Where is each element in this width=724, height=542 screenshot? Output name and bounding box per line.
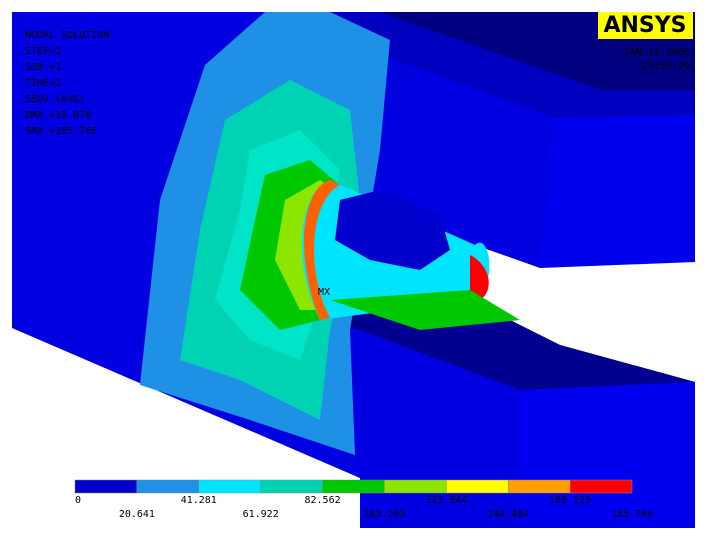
- lower-block-side: [520, 382, 695, 528]
- info-line: TIME=1: [25, 78, 61, 89]
- logo-box: [598, 12, 693, 39]
- legend-label: 103.203: [363, 509, 405, 520]
- hole-hot-left: [303, 180, 340, 320]
- legend-label: 61.922: [243, 509, 279, 520]
- legend-swatch: [198, 479, 261, 494]
- lower-left-void: [12, 328, 360, 528]
- legend-swatch: [322, 479, 385, 494]
- slot: [470, 245, 695, 382]
- legend-swatch: [136, 479, 200, 494]
- time: 23:54:29: [642, 61, 690, 72]
- legend-swatch: [569, 479, 633, 494]
- info-block: NODAL SOLUTION STEP=1 SUB =1 TIME=1 SEQV (AV…: [25, 30, 109, 137]
- legend-label: 165.125: [549, 495, 591, 506]
- legend: 0 20.641 41.281 61.922 82.562 103.203 123.844 1…: [74, 479, 653, 520]
- info-line: SUB =1: [25, 62, 61, 73]
- legend-label: 82.562: [304, 495, 340, 506]
- info-line: DMX =15.078: [25, 110, 91, 121]
- hole-inner: [335, 190, 450, 270]
- legend-swatch: [74, 479, 138, 494]
- date: JAN 11 2006: [624, 47, 690, 58]
- logo: ANSYS: [603, 13, 686, 38]
- legend-swatch: [446, 479, 509, 494]
- legend-label: 144.484: [487, 509, 529, 520]
- legend-swatch: [384, 479, 447, 494]
- info-line: SMX =185.766: [25, 126, 97, 137]
- edge: [695, 470, 724, 538]
- legend-swatch: [260, 479, 323, 494]
- info-line: NODAL SOLUTION: [25, 30, 109, 41]
- legend-label: 123.844: [425, 495, 467, 506]
- info-line: SEQV (AVG): [25, 94, 85, 105]
- upper-block-side: [540, 115, 695, 268]
- legend-label: 0: [75, 495, 81, 506]
- legend-swatch: [507, 479, 571, 494]
- info-line: STEP=1: [25, 46, 61, 57]
- legend-label: 41.281: [181, 495, 217, 506]
- hole-bottom: [330, 290, 520, 330]
- legend-label: 20.641: [119, 509, 155, 520]
- hole-hot-right: [470, 255, 489, 300]
- legend-label: 185.766: [611, 509, 653, 520]
- max-marker: MX: [318, 287, 330, 298]
